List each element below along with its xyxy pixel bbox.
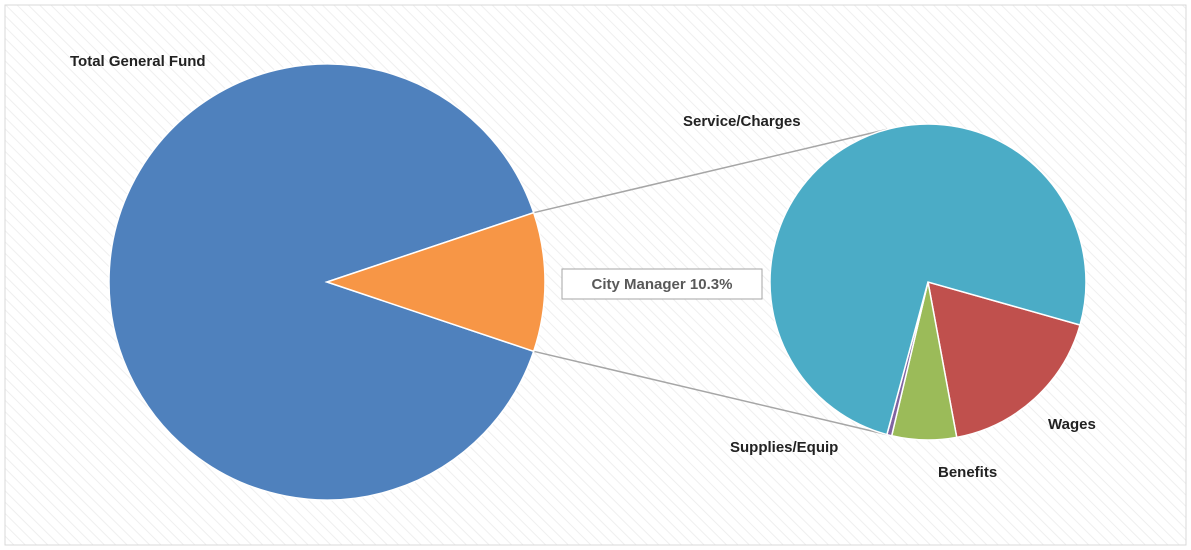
slice-label: Wages [1048,416,1096,433]
pie-slice [769,123,1087,436]
slice-label: Service/Charges [683,113,801,130]
pie-slice [324,211,546,353]
slice-label: Supplies/Equip [730,439,838,456]
data-label: City Manager 10.3% [592,276,733,293]
connector-line [533,350,888,436]
connector-line [533,128,888,214]
pie-slice [108,63,535,501]
label-box [561,268,763,300]
slice-label: Total General Fund [70,53,206,70]
pie-slice [927,280,1081,439]
slice-label: Benefits [938,464,997,481]
